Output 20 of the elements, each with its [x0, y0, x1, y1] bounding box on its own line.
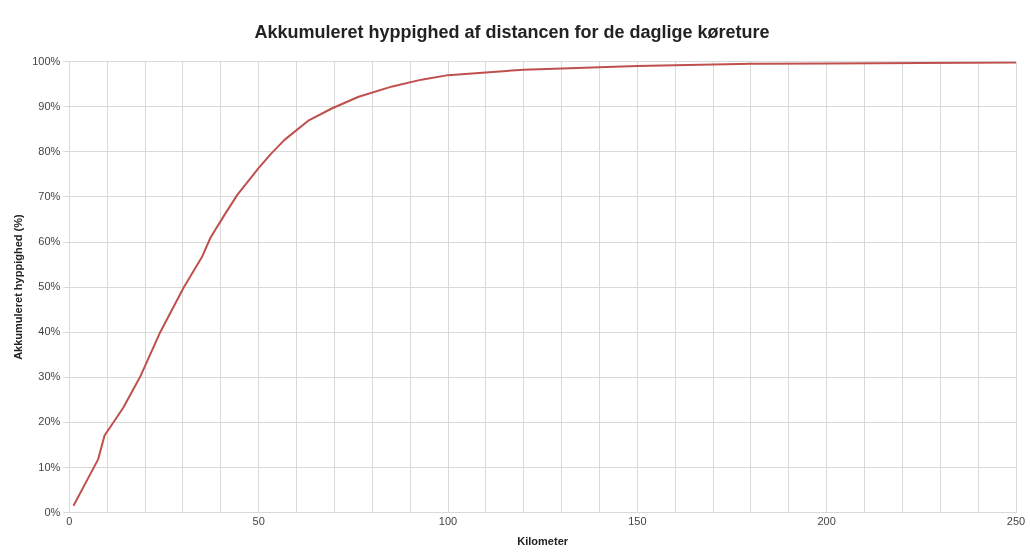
y-tick-label: 50%	[38, 280, 61, 293]
y-tick-label: 0%	[44, 505, 61, 518]
y-tick-label: 30%	[38, 370, 61, 383]
y-tick-label: 40%	[38, 325, 61, 338]
x-tick-label: 100	[438, 515, 458, 528]
y-tick-label: 80%	[38, 144, 61, 157]
x-tick-label: 200	[817, 515, 836, 528]
y-tick-label: 100%	[32, 54, 61, 67]
chart-title: Akkumuleret hyppighed af distancen for de daglige køreture	[254, 21, 770, 42]
x-tick-label: 50	[252, 515, 265, 528]
y-tick-label: 90%	[38, 99, 61, 112]
x-tick-label: 0	[66, 515, 73, 528]
y-tick-label: 60%	[38, 235, 61, 248]
y-tick-label: 70%	[38, 189, 61, 202]
y-tick-label: 20%	[38, 415, 61, 428]
y-tick-label: 10%	[38, 460, 61, 473]
y-axis-title: Akkumuleret hyppighed (%)	[11, 214, 24, 360]
x-axis-title: Kilometer	[517, 535, 569, 548]
x-tick-label: 150	[628, 515, 647, 528]
x-tick-label: 250	[1006, 515, 1026, 528]
